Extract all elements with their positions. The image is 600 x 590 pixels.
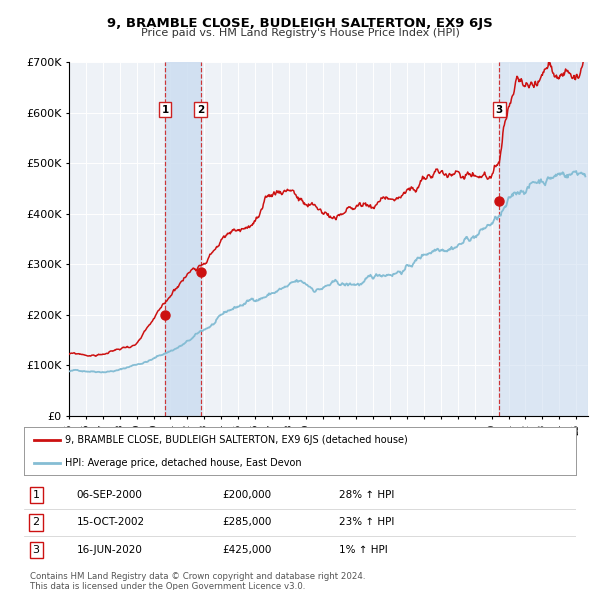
Bar <box>165 62 200 416</box>
Text: This data is licensed under the Open Government Licence v3.0.: This data is licensed under the Open Gov… <box>30 582 305 590</box>
Text: 23% ↑ HPI: 23% ↑ HPI <box>338 517 394 527</box>
Text: 9, BRAMBLE CLOSE, BUDLEIGH SALTERTON, EX9 6JS: 9, BRAMBLE CLOSE, BUDLEIGH SALTERTON, EX… <box>107 17 493 30</box>
Text: 3: 3 <box>496 105 503 114</box>
Text: 2: 2 <box>32 517 40 527</box>
Text: 9, BRAMBLE CLOSE, BUDLEIGH SALTERTON, EX9 6JS (detached house): 9, BRAMBLE CLOSE, BUDLEIGH SALTERTON, EX… <box>65 435 408 445</box>
Text: £285,000: £285,000 <box>223 517 272 527</box>
Text: 1: 1 <box>161 105 169 114</box>
Text: 1% ↑ HPI: 1% ↑ HPI <box>338 545 388 555</box>
Text: 2: 2 <box>197 105 205 114</box>
Text: Contains HM Land Registry data © Crown copyright and database right 2024.: Contains HM Land Registry data © Crown c… <box>30 572 365 581</box>
Text: Price paid vs. HM Land Registry's House Price Index (HPI): Price paid vs. HM Land Registry's House … <box>140 28 460 38</box>
Text: 1: 1 <box>32 490 40 500</box>
Text: 16-JUN-2020: 16-JUN-2020 <box>76 545 142 555</box>
Text: £425,000: £425,000 <box>223 545 272 555</box>
Text: 28% ↑ HPI: 28% ↑ HPI <box>338 490 394 500</box>
Bar <box>499 62 588 416</box>
Text: £200,000: £200,000 <box>223 490 272 500</box>
Text: 15-OCT-2002: 15-OCT-2002 <box>76 517 145 527</box>
Text: HPI: Average price, detached house, East Devon: HPI: Average price, detached house, East… <box>65 458 302 468</box>
Text: 3: 3 <box>32 545 40 555</box>
Text: 06-SEP-2000: 06-SEP-2000 <box>76 490 142 500</box>
